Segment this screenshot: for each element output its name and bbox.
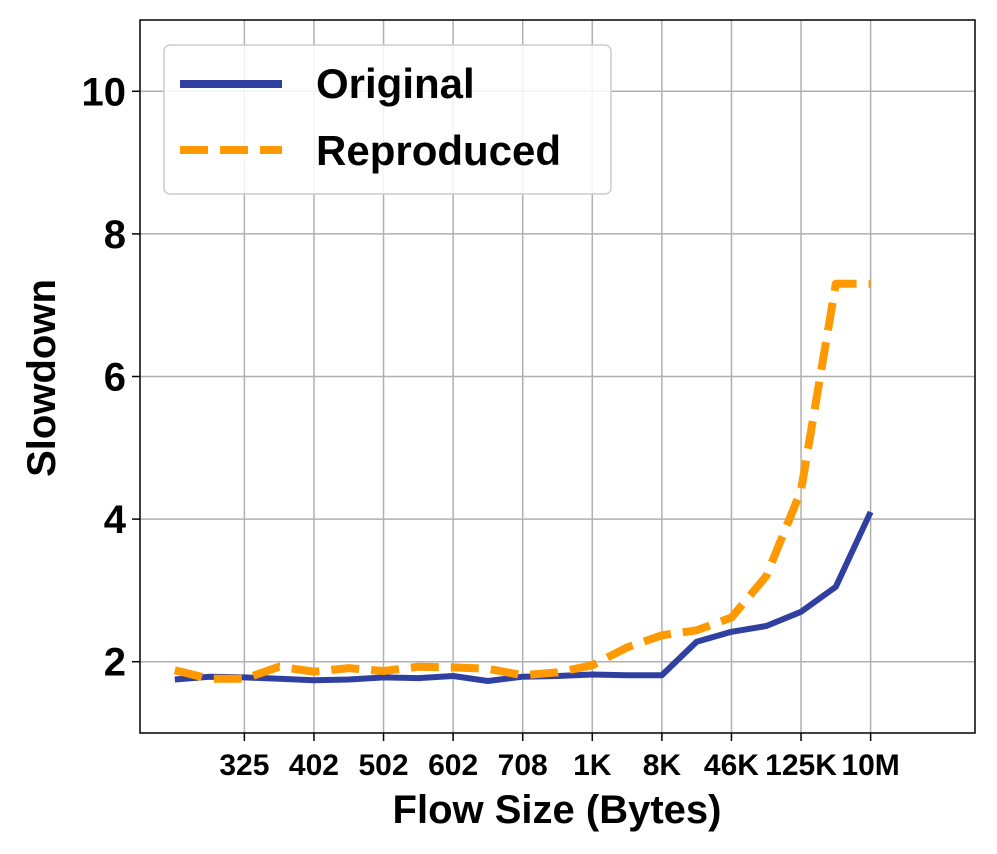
x-axis-title: Flow Size (Bytes)	[393, 788, 722, 832]
series-line-original	[174, 510, 874, 684]
legend: Original Reproduced	[163, 44, 612, 195]
x-tick-label: 46K	[704, 749, 759, 782]
series-line-reproduced	[173, 279, 871, 683]
series-lines	[173, 279, 874, 684]
y-tick-label: 10	[82, 70, 127, 114]
y-axis-title: Slowdown	[20, 279, 64, 477]
x-tick-label: 125K	[765, 749, 837, 782]
x-tick-label: 502	[359, 749, 409, 782]
legend-label-original: Original	[316, 60, 475, 107]
x-tick-label: 708	[498, 749, 548, 782]
x-tick-label: 1K	[573, 749, 612, 782]
x-tick-label: 325	[219, 749, 269, 782]
x-axis-ticks: 325 402 502 602 708 1K 8K 46K 125K 10M	[219, 733, 900, 782]
x-tick-label: 602	[428, 749, 478, 782]
y-tick-label: 8	[104, 213, 126, 257]
y-tick-label: 2	[104, 641, 126, 685]
y-axis-ticks: 2 4 6 8 10	[82, 70, 140, 685]
x-tick-label: 402	[289, 749, 339, 782]
x-tick-label: 8K	[643, 749, 682, 782]
x-tick-label: 10M	[841, 749, 899, 782]
legend-label-reproduced: Reproduced	[316, 127, 561, 174]
y-tick-label: 4	[104, 498, 127, 542]
y-tick-label: 6	[104, 356, 126, 400]
